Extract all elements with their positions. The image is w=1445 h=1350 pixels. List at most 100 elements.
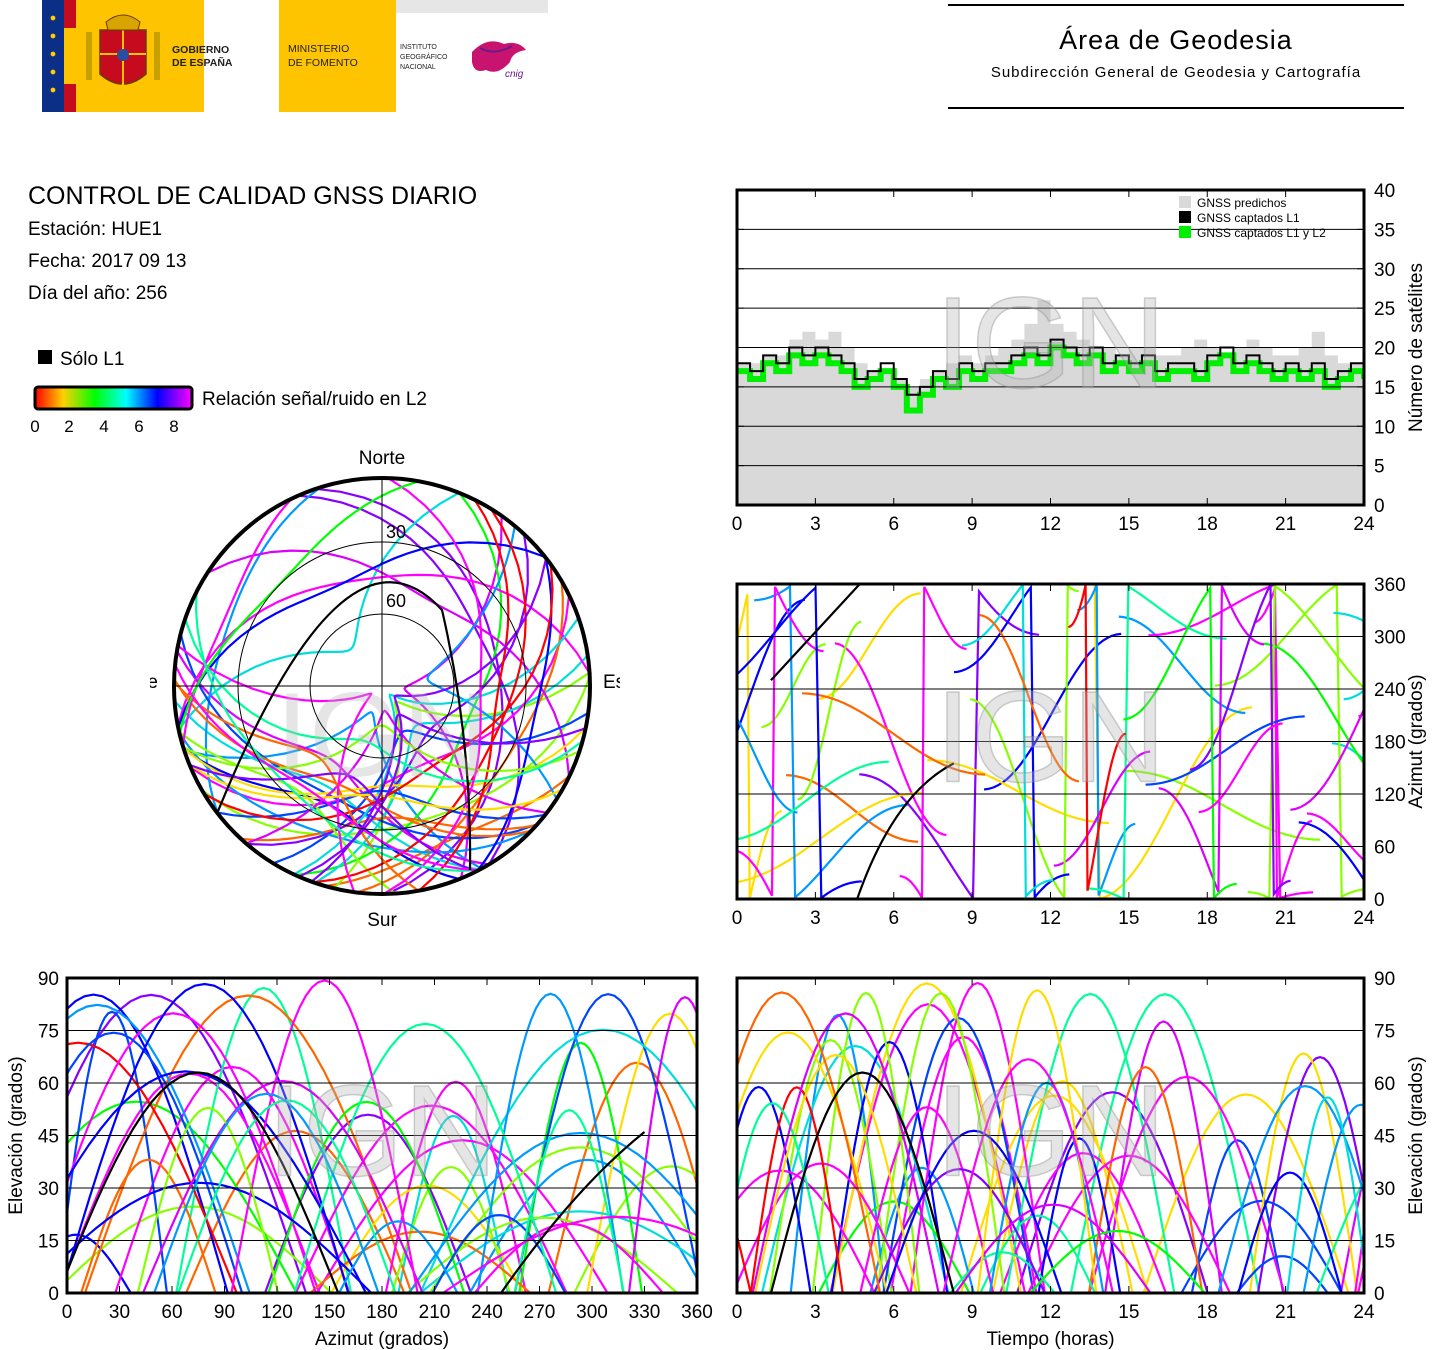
satellite-track <box>175 986 352 1293</box>
num-satellites-xtick-label: 3 <box>810 514 821 535</box>
satellite-track <box>991 1080 1134 1293</box>
satellite-track <box>737 1085 812 1293</box>
solo-l1-track <box>856 762 955 899</box>
snr-legend: Sólo L1 Relación señal/ruido en L2 0 2 4… <box>30 349 427 436</box>
satellite-track <box>1302 1103 1364 1293</box>
satellite-track <box>67 1012 317 1293</box>
satellite-track <box>1158 585 1265 893</box>
satellite-track <box>547 1061 697 1293</box>
snr-label: Relación señal/ruido en L2 <box>202 389 427 410</box>
satellite-track <box>1214 584 1364 899</box>
elevation-time-ylabel: Elevación (grados) <box>1406 1056 1427 1214</box>
satellite-track <box>979 1214 1096 1293</box>
satellite-track <box>230 979 419 1293</box>
satellite-track <box>67 982 350 1293</box>
num-satellites-xtick-label: 18 <box>1197 514 1218 535</box>
snr-tick-2: 2 <box>64 417 73 436</box>
min-line2: DE FOMENTO <box>288 57 358 69</box>
satellite-track <box>384 1080 527 1293</box>
elevation-time-ytick-label: 0 <box>1374 1284 1385 1305</box>
legend-swatch-0 <box>1179 196 1191 208</box>
date-label: Fecha: 2017 09 13 <box>28 251 187 272</box>
elevation-azimuth-watermark: IGN <box>266 1058 497 1204</box>
satellite-track <box>1306 812 1364 862</box>
satellite-track <box>802 692 986 776</box>
satellite-track <box>954 1203 1152 1293</box>
satellite-track <box>785 774 919 843</box>
sky-satellite-track <box>177 491 460 731</box>
satellite-track <box>737 1031 889 1293</box>
legend-label-0: GNSS predichos <box>1197 196 1286 210</box>
satellite-track <box>959 1094 1149 1293</box>
num-satellites-xtick-label: 12 <box>1040 514 1061 535</box>
elevation-azimuth-xtick-label: 30 <box>109 1302 130 1323</box>
satellite-track <box>737 598 806 735</box>
elevation-azimuth-xtick-label: 180 <box>366 1302 398 1323</box>
azimuth-time-ytick-label: 300 <box>1374 628 1406 649</box>
num-satellites-ytick-label: 35 <box>1374 220 1395 241</box>
satellite-track <box>751 1012 940 1293</box>
satellite-track <box>1190 1139 1285 1293</box>
elevation-azimuth-ytick-label: 90 <box>38 969 59 990</box>
satellite-track <box>67 1010 168 1293</box>
num-satellites-ytick-label: 0 <box>1374 496 1385 517</box>
azimuth-time-xtick-label: 0 <box>732 908 743 929</box>
satellite-track <box>1067 584 1127 891</box>
area-subtitle: Subdirección General de Geodesia y Carto… <box>990 64 1362 81</box>
satellite-track <box>737 1102 830 1293</box>
elevation-azimuth-xtick-label: 60 <box>161 1302 182 1323</box>
satellite-track <box>876 992 1006 1293</box>
satellite-track <box>114 1065 351 1293</box>
sky-satellite-track <box>313 508 527 884</box>
elevation-azimuth-ytick-label: 60 <box>38 1074 59 1095</box>
satellite-track <box>737 585 862 899</box>
satellite-track <box>754 1053 918 1293</box>
satellite-track <box>737 716 798 814</box>
elevation-time-xtick-label: 18 <box>1197 1302 1218 1323</box>
direction-east: Este <box>603 672 620 693</box>
elevation-azimuth-xtick-label: 240 <box>471 1302 503 1323</box>
elevation-time-xtick-label: 21 <box>1275 1302 1296 1323</box>
satellite-track <box>177 1099 397 1293</box>
satellite-track <box>83 994 413 1293</box>
area-title: Área de Geodesia <box>1059 25 1293 55</box>
satellite-track <box>293 1022 558 1293</box>
direction-south: Sur <box>367 910 397 931</box>
satellite-track <box>1263 642 1364 766</box>
series-l1-line <box>737 338 1364 396</box>
elevation-time-xtick-label: 9 <box>967 1302 978 1323</box>
elevation-azimuth-ytick-label: 0 <box>48 1284 59 1305</box>
satellite-track <box>737 593 782 899</box>
sky-satellite-track <box>383 478 483 894</box>
num-satellites-xtick-label: 9 <box>967 514 978 535</box>
satellite-track <box>1027 1154 1231 1293</box>
sky-satellite-track <box>310 713 586 883</box>
satellite-track <box>1037 1137 1122 1293</box>
satellite-track <box>961 584 1054 899</box>
sky-satellite-track <box>476 556 553 872</box>
solo-l1-track <box>67 1071 340 1293</box>
satellite-track <box>67 1070 367 1293</box>
satellite-track <box>797 620 862 801</box>
satellite-track <box>513 992 697 1293</box>
num-satellites-ylabel: Número de satélites <box>1406 263 1427 432</box>
satellite-track <box>1343 689 1364 701</box>
skyplot-chart: IGN Norte Sur Oeste Este 30 60 <box>150 448 620 931</box>
satellite-track <box>67 1181 373 1293</box>
num-satellites-xtick-label: 6 <box>888 514 899 535</box>
elevation-azimuth-xtick-label: 150 <box>314 1302 346 1323</box>
satellite-track <box>909 981 1046 1293</box>
ign-line3: NACIONAL <box>400 64 436 71</box>
satellite-track <box>419 1210 697 1293</box>
elevation-time-xtick-label: 3 <box>810 1302 821 1323</box>
sky-satellite-track <box>298 494 521 865</box>
satellite-track <box>999 1151 1167 1293</box>
satellite-track <box>136 1106 280 1293</box>
satellite-track <box>67 993 308 1293</box>
num-satellites-xtick-label: 0 <box>732 514 743 535</box>
satellite-track <box>754 584 908 899</box>
satellite-track <box>294 1104 568 1293</box>
satellite-track <box>141 1079 424 1293</box>
satellite-track <box>953 584 1070 899</box>
snr-tick-8: 8 <box>169 417 178 436</box>
